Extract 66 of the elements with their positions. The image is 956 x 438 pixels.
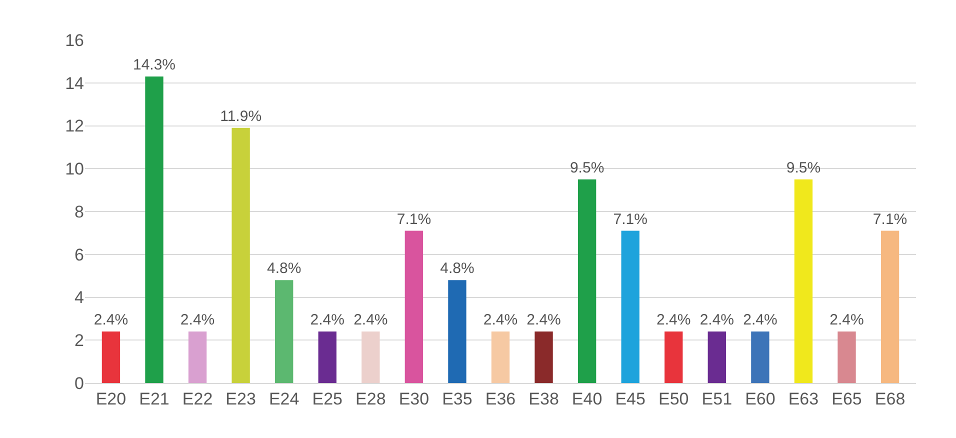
x-tick-label: E20 (96, 389, 126, 408)
data-label: 2.4% (180, 312, 215, 329)
x-tick-label: E25 (312, 389, 342, 408)
data-label: 14.3% (132, 56, 176, 74)
bar (880, 230, 900, 383)
x-tick-label: E51 (702, 389, 732, 408)
data-label: 4.8% (266, 260, 302, 278)
x-tick-label: E38 (528, 389, 559, 408)
y-tick-label: 16 (65, 30, 84, 50)
y-tick-label: 6 (74, 245, 84, 264)
data-label: 9.5% (570, 159, 604, 176)
bar (491, 332, 510, 383)
y-tick-label: 14 (65, 74, 84, 93)
data-label: 2.4% (94, 312, 128, 329)
data-label: 2.4% (310, 312, 344, 329)
y-tick-label: 4 (74, 288, 84, 308)
x-tick-label: E40 (572, 389, 602, 408)
data-label: 2.4% (700, 312, 734, 329)
bar (534, 332, 553, 383)
x-tick-label: E45 (615, 389, 646, 408)
bar (708, 332, 726, 383)
data-label: 7.1% (613, 210, 648, 228)
data-label: 2.4% (483, 312, 518, 329)
y-tick-label: 12 (65, 116, 84, 136)
y-tick-label: 8 (74, 202, 84, 222)
bar (578, 179, 596, 383)
bar (102, 332, 120, 383)
x-tick-label: E23 (226, 389, 256, 408)
y-tick-label: 10 (65, 160, 84, 179)
data-label: 11.9% (220, 108, 262, 125)
x-tick-label: E30 (398, 389, 430, 408)
bar (145, 76, 164, 383)
data-label: 2.4% (526, 312, 561, 329)
data-label: 7.1% (396, 210, 432, 228)
x-tick-label: E21 (139, 389, 170, 408)
x-tick-label: E24 (268, 389, 300, 408)
bar (404, 230, 424, 383)
data-label: 7.1% (872, 210, 908, 228)
x-tick-label: E35 (442, 389, 472, 408)
bar (362, 332, 380, 383)
bar (751, 332, 770, 383)
x-tick-label: E65 (832, 389, 862, 408)
y-tick-label: 0 (74, 374, 84, 393)
y-tick-label: 2 (74, 331, 84, 350)
bar (794, 179, 813, 383)
x-tick-label: E63 (788, 389, 819, 408)
bar (838, 332, 856, 383)
x-tick-label: E60 (745, 389, 776, 408)
data-label: 2.4% (743, 312, 778, 329)
data-label: 2.4% (354, 312, 388, 329)
x-tick-label: E28 (356, 389, 386, 408)
x-tick-label: E36 (485, 389, 516, 408)
data-label: 4.8% (440, 260, 474, 278)
x-tick-label: E68 (874, 389, 906, 408)
bar (232, 128, 250, 383)
bar (188, 332, 207, 383)
x-tick-label: E22 (182, 389, 213, 408)
bar (621, 230, 640, 383)
data-label: 2.4% (656, 312, 691, 329)
bar (448, 280, 466, 383)
data-label: 2.4% (830, 312, 864, 329)
x-tick-label: E50 (658, 389, 689, 408)
data-label: 9.5% (786, 159, 821, 176)
bar (664, 332, 683, 383)
bar (318, 332, 336, 383)
bar (275, 280, 294, 383)
